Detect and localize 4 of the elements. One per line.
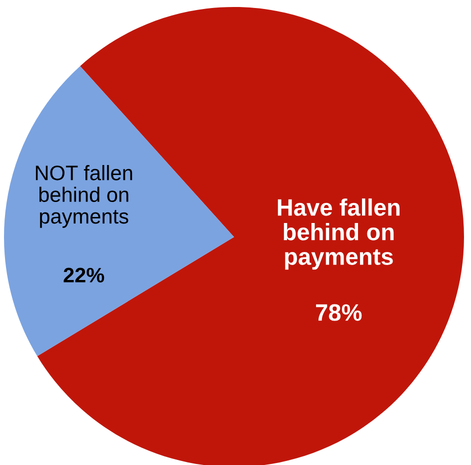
data-label: 78%	[316, 304, 362, 321]
slice-label: NOT fallen behind on payments	[36, 165, 132, 228]
data-label: 22%	[64, 268, 104, 282]
slice-label: Have fallen behind on payments	[278, 198, 400, 270]
